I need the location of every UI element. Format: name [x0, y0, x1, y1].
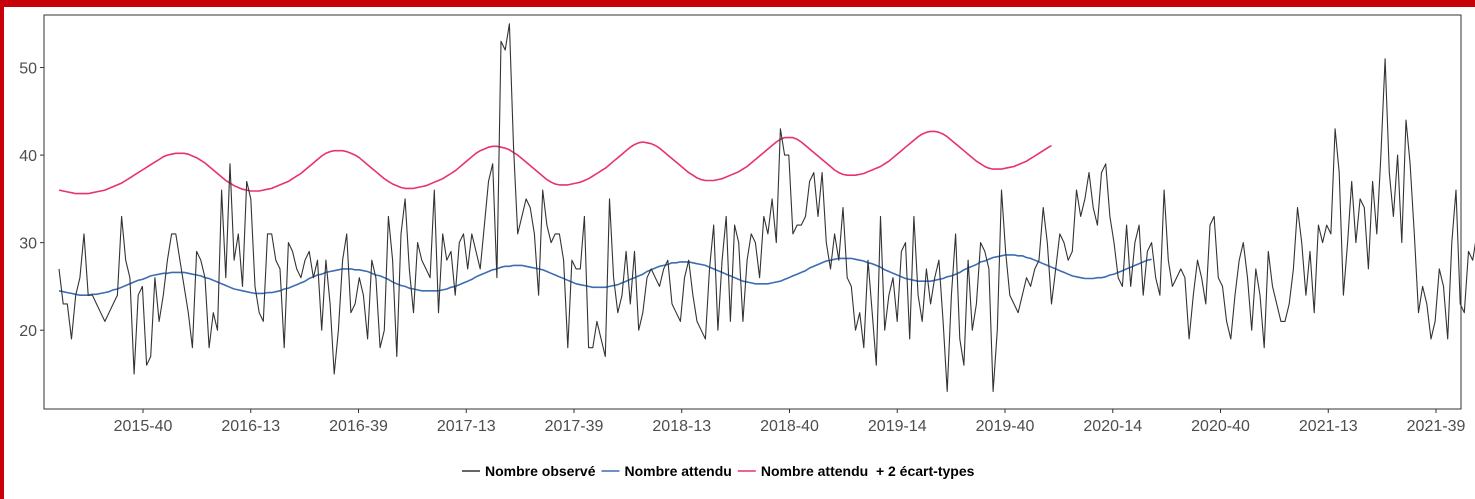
x-tick-label: 2015-40: [114, 418, 173, 435]
legend-label: Nombre attendu: [624, 463, 731, 479]
x-tick-label: 2020-40: [1191, 418, 1250, 435]
series-line-observed: [58, 23, 1475, 393]
x-tick-label: 2019-40: [976, 418, 1035, 435]
x-tick-label: 2021-39: [1407, 418, 1466, 435]
x-tick-label: 2020-14: [1083, 418, 1142, 435]
legend-label: Nombre observé: [485, 463, 596, 479]
x-tick-label: 2016-39: [329, 418, 388, 435]
line-chart: 20 30 40 50 2015-40 2016-13 2016-39 2017-13 2017…: [19, 14, 1475, 479]
x-tick-label: 2019-14: [868, 418, 927, 435]
y-tick-label: 50: [19, 61, 37, 78]
series-line-expected: [58, 254, 1152, 297]
series-line-upper-bound: [58, 130, 1052, 195]
legend: Nombre observé Nombre attendu Nombre atten…: [462, 463, 975, 479]
y-tick-label: 20: [19, 323, 37, 340]
y-tick-label: 30: [19, 236, 37, 253]
axes: 20 30 40 50 2015-40 2016-13 2016-39 2017-13 2017…: [19, 14, 1466, 435]
panel-border: [43, 14, 1462, 410]
y-tick-label: 40: [19, 148, 37, 165]
x-tick-label: 2018-13: [652, 418, 711, 435]
x-tick-label: 2017-39: [545, 418, 604, 435]
x-tick-label: 2016-13: [221, 418, 280, 435]
x-tick-label: 2017-13: [437, 418, 496, 435]
plot-area: [58, 23, 1475, 393]
x-tick-label: 2018-40: [760, 418, 819, 435]
x-tick-label: 2021-13: [1299, 418, 1358, 435]
legend-label: Nombre attendu + 2 écart-types: [761, 463, 975, 479]
